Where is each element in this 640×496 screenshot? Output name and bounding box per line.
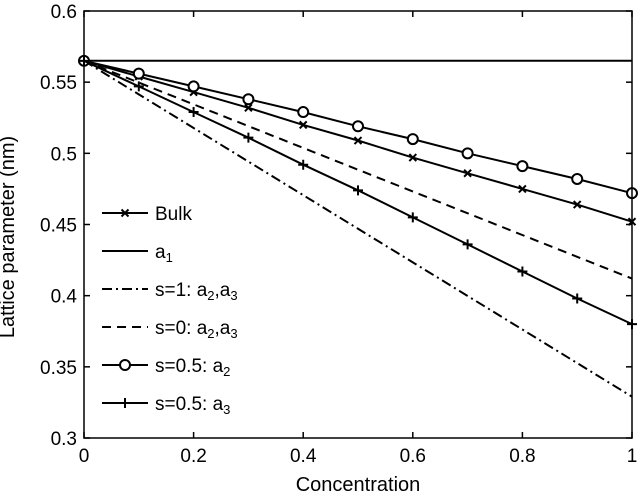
data-point-0-4 xyxy=(298,120,308,130)
data-point-4-9 xyxy=(571,172,584,185)
data-point-4-6 xyxy=(406,133,419,146)
y-axis-label: Lattice parameter (nm) xyxy=(0,136,19,338)
data-point-5-6 xyxy=(407,212,418,223)
data-point-4-5 xyxy=(352,120,364,133)
data-point-5-1 xyxy=(133,81,144,92)
data-point-4-2 xyxy=(187,80,200,93)
plot-area xyxy=(78,54,638,398)
legend-marker-4 xyxy=(119,359,131,371)
data-point-0-5 xyxy=(353,136,363,145)
series-2 xyxy=(83,59,633,398)
series-line-3 xyxy=(83,59,633,280)
series-5 xyxy=(79,55,637,330)
legend-entry-5: s=0.5: a3 xyxy=(102,394,230,417)
legend-entry-3: s=0: a2,a3 xyxy=(102,318,238,341)
data-point-0-8 xyxy=(518,184,527,194)
data-point-5-7 xyxy=(462,239,473,250)
y-tick-label-1: 0.35 xyxy=(40,358,77,379)
series-line-2 xyxy=(83,59,633,398)
series-4 xyxy=(78,54,638,200)
data-point-5-3 xyxy=(243,132,254,143)
legend-marker-0 xyxy=(120,208,130,218)
x-tick-label-1: 0.2 xyxy=(180,446,206,467)
data-point-5-4 xyxy=(298,159,309,170)
data-point-0-7 xyxy=(463,169,472,178)
x-tick-label-2: 0.4 xyxy=(290,446,317,467)
data-point-5-9 xyxy=(572,293,583,304)
data-point-4-1 xyxy=(132,67,145,80)
y-tick-label-5: 0.55 xyxy=(40,73,77,94)
y-tick-label-4: 0.5 xyxy=(51,144,77,165)
x-tick-label-3: 0.6 xyxy=(400,446,426,467)
legend-entry-4: s=0.5: a2 xyxy=(102,356,230,379)
legend-label-0: Bulk xyxy=(155,204,192,225)
legend-entry-0: Bulk xyxy=(102,204,192,225)
data-point-4-4 xyxy=(297,106,310,119)
series-3 xyxy=(83,59,633,280)
data-point-5-8 xyxy=(517,266,528,277)
y-tick-label-2: 0.4 xyxy=(51,287,78,308)
data-point-5-5 xyxy=(353,185,363,196)
legend-label-5: s=0.5: a3 xyxy=(155,394,230,417)
axes: 0 0.2 0.4 0.6 0.8 1 0.3 0.35 0.4 0.45 0.5 0.55 0.6 xyxy=(40,2,637,467)
data-point-0-3 xyxy=(244,103,253,112)
legend-label-2: s=1: a2,a3 xyxy=(155,280,238,303)
legend-label-3: s=0: a2,a3 xyxy=(155,318,238,341)
data-point-4-3 xyxy=(242,93,255,106)
legend-entry-1: a1 xyxy=(102,242,173,265)
data-point-4-8 xyxy=(516,160,529,173)
x-tick-label-4: 0.8 xyxy=(509,446,535,467)
data-point-5-2 xyxy=(188,107,199,118)
legend-marker-5 xyxy=(120,398,130,408)
data-point-4-7 xyxy=(461,147,474,160)
data-point-0-6 xyxy=(408,153,418,162)
legend: Bulk a1 s=1: a2,a3 s=0: a2,a3 s=0.5: a2 s=0.5… xyxy=(102,204,238,417)
x-tick-label-0: 0 xyxy=(79,446,90,467)
x-tick-label-5: 1 xyxy=(627,446,638,467)
x-axis-label: Concentration xyxy=(296,474,421,496)
y-tick-label-0: 0.3 xyxy=(51,429,77,450)
legend-label-4: s=0.5: a2 xyxy=(155,356,230,379)
legend-entry-2: s=1: a2,a3 xyxy=(102,280,238,303)
y-tick-label-3: 0.45 xyxy=(40,216,77,237)
legend-label-1: a1 xyxy=(155,242,173,265)
data-point-0-9 xyxy=(572,200,582,209)
y-tick-label-6: 0.6 xyxy=(51,2,77,23)
